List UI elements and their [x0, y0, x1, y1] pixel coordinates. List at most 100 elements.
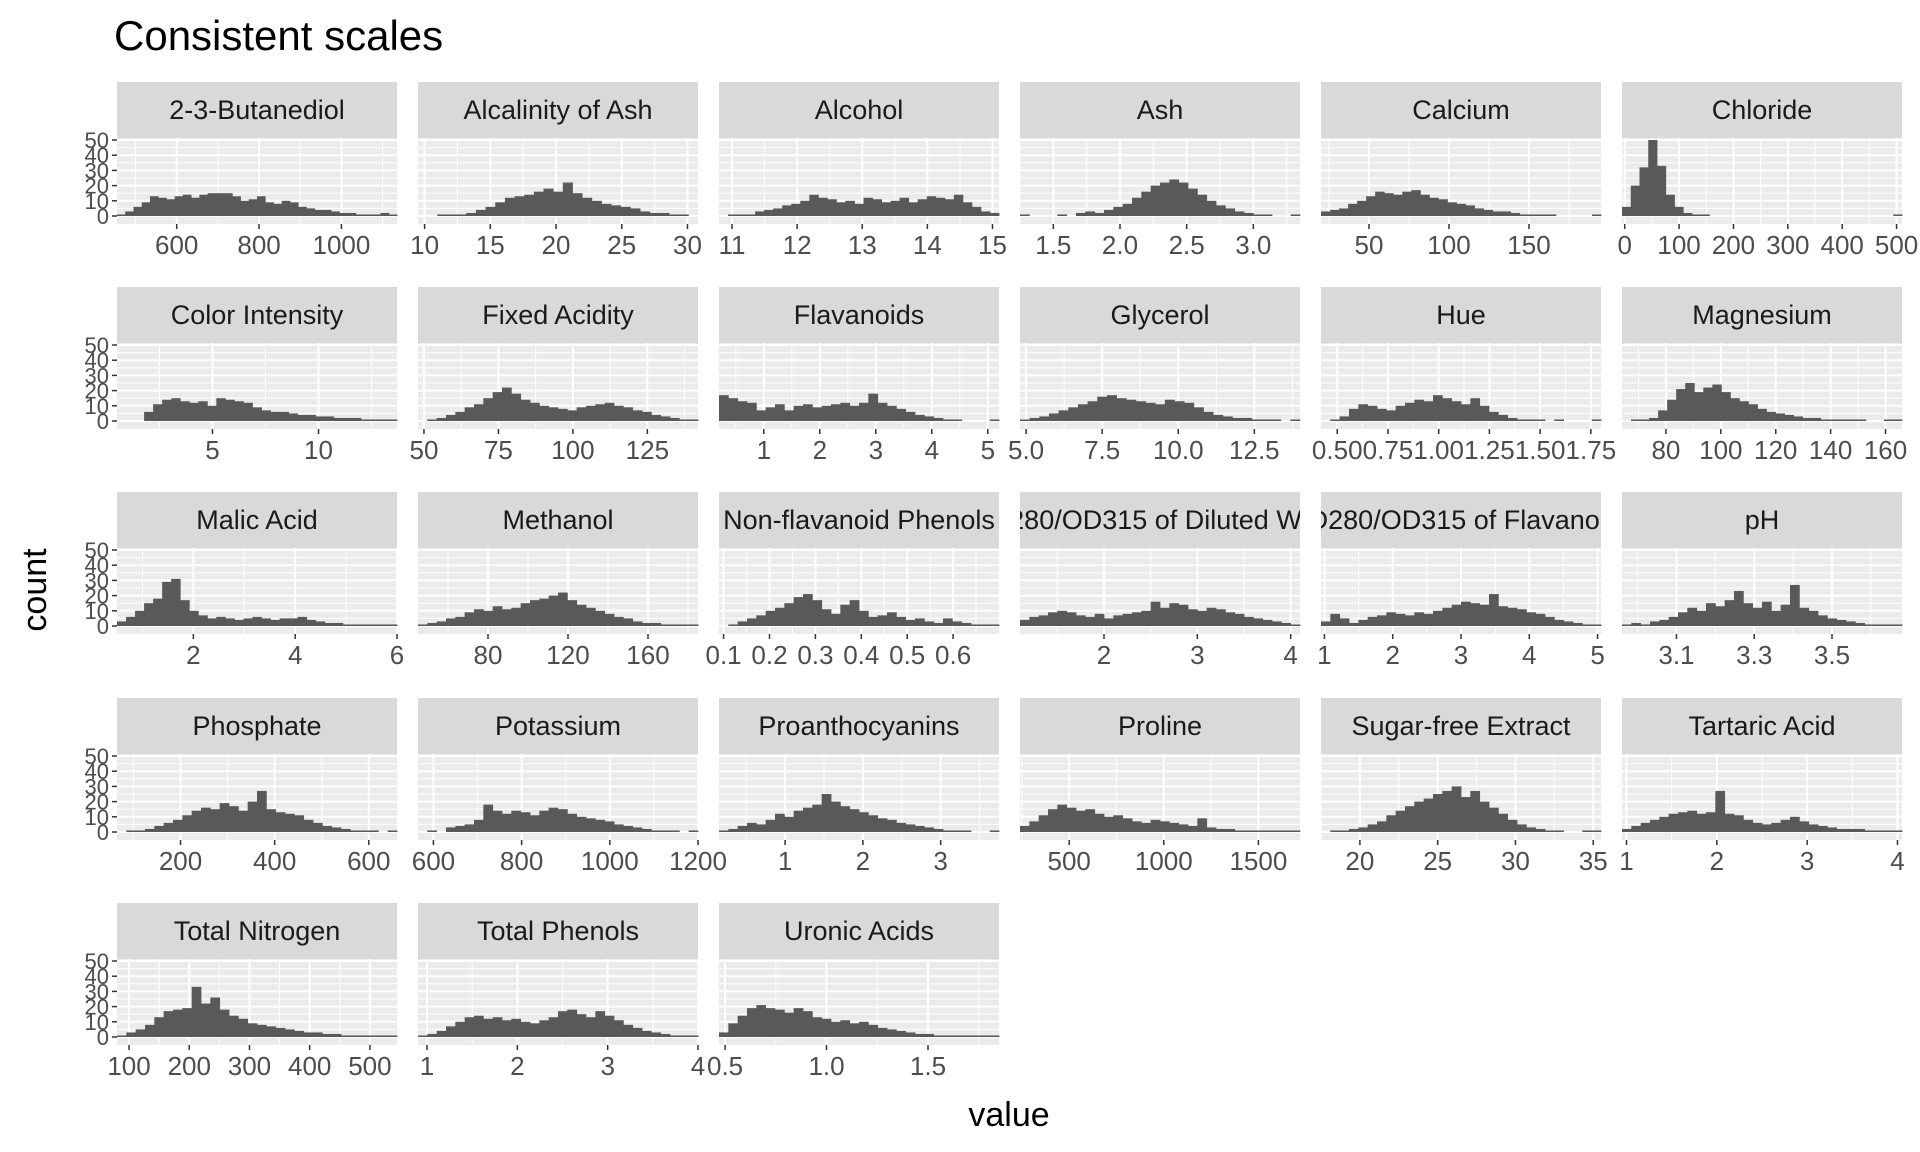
- histogram-bar: [1057, 804, 1068, 832]
- histogram-bar: [275, 1027, 286, 1037]
- histogram-bar: [418, 1035, 428, 1037]
- histogram-bar: [980, 624, 991, 626]
- histogram-bar: [1790, 584, 1800, 626]
- facet-strip: [117, 903, 397, 959]
- histogram-bar: [1696, 610, 1707, 626]
- x-tick-label: 3: [600, 1051, 614, 1081]
- x-tick-label: 2: [1710, 846, 1724, 876]
- histogram-bar: [576, 816, 587, 832]
- histogram-bar: [1281, 830, 1292, 832]
- histogram-bar: [418, 624, 428, 626]
- x-tick-label: 1: [757, 435, 771, 465]
- histogram-bar: [1470, 398, 1481, 421]
- facet-strip: [1321, 492, 1601, 548]
- histogram-bar: [530, 815, 540, 832]
- histogram-bar: [427, 419, 438, 421]
- histogram-bar: [1029, 821, 1040, 832]
- histogram-bar: [270, 411, 280, 421]
- histogram-bar: [369, 830, 379, 832]
- histogram-bar: [1414, 612, 1425, 626]
- histogram-bar: [1658, 410, 1668, 421]
- histogram-bar: [849, 600, 860, 626]
- histogram-bar: [660, 416, 671, 421]
- histogram-bar: [1076, 810, 1086, 832]
- facet-strip: [117, 698, 397, 754]
- histogram-bar: [1188, 825, 1198, 832]
- histogram-bar: [1077, 404, 1088, 421]
- histogram-bar: [1546, 214, 1557, 216]
- histogram-bar: [962, 202, 973, 216]
- histogram-bar: [1517, 824, 1527, 832]
- histogram-bar: [216, 616, 226, 626]
- histogram-bar: [586, 405, 596, 421]
- histogram-bar: [1339, 208, 1349, 216]
- histogram-bar: [1631, 419, 1641, 421]
- y-tick-label: 0: [97, 1025, 109, 1050]
- histogram-bar: [135, 610, 145, 626]
- x-tick-label: 1500: [1229, 846, 1287, 876]
- histogram-bar: [877, 402, 888, 421]
- x-tick-label: 0.5: [889, 640, 925, 670]
- histogram-bar: [1106, 395, 1117, 421]
- histogram-bar: [252, 407, 262, 421]
- histogram-bar: [1846, 621, 1856, 626]
- histogram-bar: [1864, 830, 1875, 832]
- histogram-bar: [1377, 821, 1387, 832]
- histogram-bar: [651, 1032, 662, 1037]
- histogram-bar: [1456, 203, 1466, 216]
- histogram-bar: [1489, 594, 1499, 626]
- x-tick-label: 3: [933, 846, 947, 876]
- y-tick-label: 20: [85, 379, 109, 404]
- histogram-bar: [1678, 612, 1688, 626]
- histogram-bar: [1375, 191, 1385, 216]
- y-tick-label: 40: [85, 759, 109, 784]
- histogram-bar: [1883, 830, 1894, 832]
- histogram-bar: [1470, 603, 1481, 626]
- histogram-bar: [1479, 801, 1490, 832]
- histogram-bar: [1358, 827, 1369, 832]
- histogram-bar: [372, 214, 381, 216]
- histogram-bar: [266, 809, 277, 832]
- histogram-bar: [387, 624, 398, 626]
- histogram-bar: [455, 411, 466, 421]
- histogram-bar: [1038, 615, 1049, 626]
- histogram-bar: [1510, 212, 1521, 216]
- facet-strip: [418, 698, 698, 754]
- histogram-bar: [1262, 214, 1273, 216]
- histogram-bar: [1057, 214, 1068, 216]
- histogram-bar: [747, 822, 757, 832]
- histogram-bar: [576, 604, 587, 626]
- x-tick-label: 1.0: [808, 1051, 844, 1081]
- histogram-bar: [1188, 188, 1198, 216]
- histogram-bar: [232, 196, 241, 216]
- histogram-bar: [1591, 624, 1602, 626]
- facet-hue: Hue 0.50 0.75 1.00 1.25 1.50 1.75: [1312, 287, 1616, 465]
- facet-uronic-acids: Uronic Acids 0.5 1.0 1.5: [707, 903, 1000, 1081]
- histogram-bar: [576, 1014, 587, 1037]
- facet-strip: [1321, 82, 1601, 138]
- histogram-bar: [1573, 622, 1583, 626]
- histogram-bar: [1451, 786, 1462, 832]
- histogram-bar: [369, 624, 380, 626]
- x-tick-label: 50: [409, 435, 438, 465]
- facet-strip: [418, 287, 698, 343]
- y-tick-label: 40: [85, 348, 109, 373]
- histogram-bar: [1802, 417, 1813, 421]
- histogram-bar: [243, 618, 253, 626]
- histogram-bar: [961, 1035, 972, 1037]
- histogram-bar: [971, 1035, 981, 1037]
- histogram-bar: [868, 393, 879, 421]
- facet-potassium: Potassium 600 800 1000 1200: [412, 698, 727, 876]
- histogram-bar: [475, 209, 486, 216]
- x-tick-label: 12: [783, 230, 812, 260]
- histogram-bar: [1535, 613, 1546, 626]
- histogram-bar: [154, 825, 165, 832]
- histogram-bar: [180, 600, 190, 626]
- histogram-bar: [145, 828, 155, 832]
- facet-proanthocyanins: Proanthocyanins 1 2 3: [719, 698, 1000, 876]
- x-tick-label: 0.6: [935, 640, 971, 670]
- histogram-bar: [1244, 830, 1254, 832]
- histogram-bar: [1780, 604, 1791, 626]
- histogram-bar: [1184, 402, 1195, 421]
- histogram-bar: [1155, 404, 1166, 421]
